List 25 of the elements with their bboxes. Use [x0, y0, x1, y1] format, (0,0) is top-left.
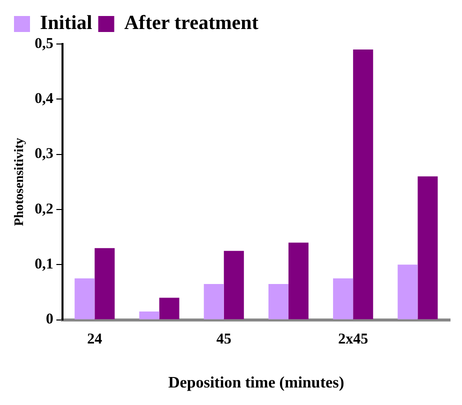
bar — [74, 278, 95, 320]
y-tick-label: 0,3 — [34, 146, 54, 162]
bar — [139, 312, 160, 320]
y-tick-label: 0,4 — [34, 91, 54, 108]
bar — [288, 242, 309, 320]
bar — [94, 248, 115, 320]
bar — [268, 284, 288, 320]
bar — [418, 176, 438, 320]
y-tick-label: 0,1 — [34, 256, 54, 273]
legend-label: After treatment — [124, 12, 259, 34]
x-tick-label: 45 — [216, 332, 232, 348]
x-tick-label: 2x45 — [338, 332, 368, 348]
x-tick-label: 24 — [87, 332, 103, 348]
legend-label: Initial — [40, 12, 93, 34]
x-axis-title: Deposition time (minutes) — [168, 374, 344, 392]
bar — [353, 50, 374, 320]
y-tick-label: 0,2 — [34, 201, 54, 218]
y-tick-label: 0,5 — [34, 36, 54, 52]
bar — [398, 264, 418, 320]
y-axis-title: Photosensitivity — [11, 137, 26, 226]
bar — [159, 298, 180, 320]
bar — [224, 250, 244, 320]
bar — [204, 284, 224, 320]
y-tick-label: 0 — [46, 312, 54, 328]
bar — [333, 278, 354, 320]
